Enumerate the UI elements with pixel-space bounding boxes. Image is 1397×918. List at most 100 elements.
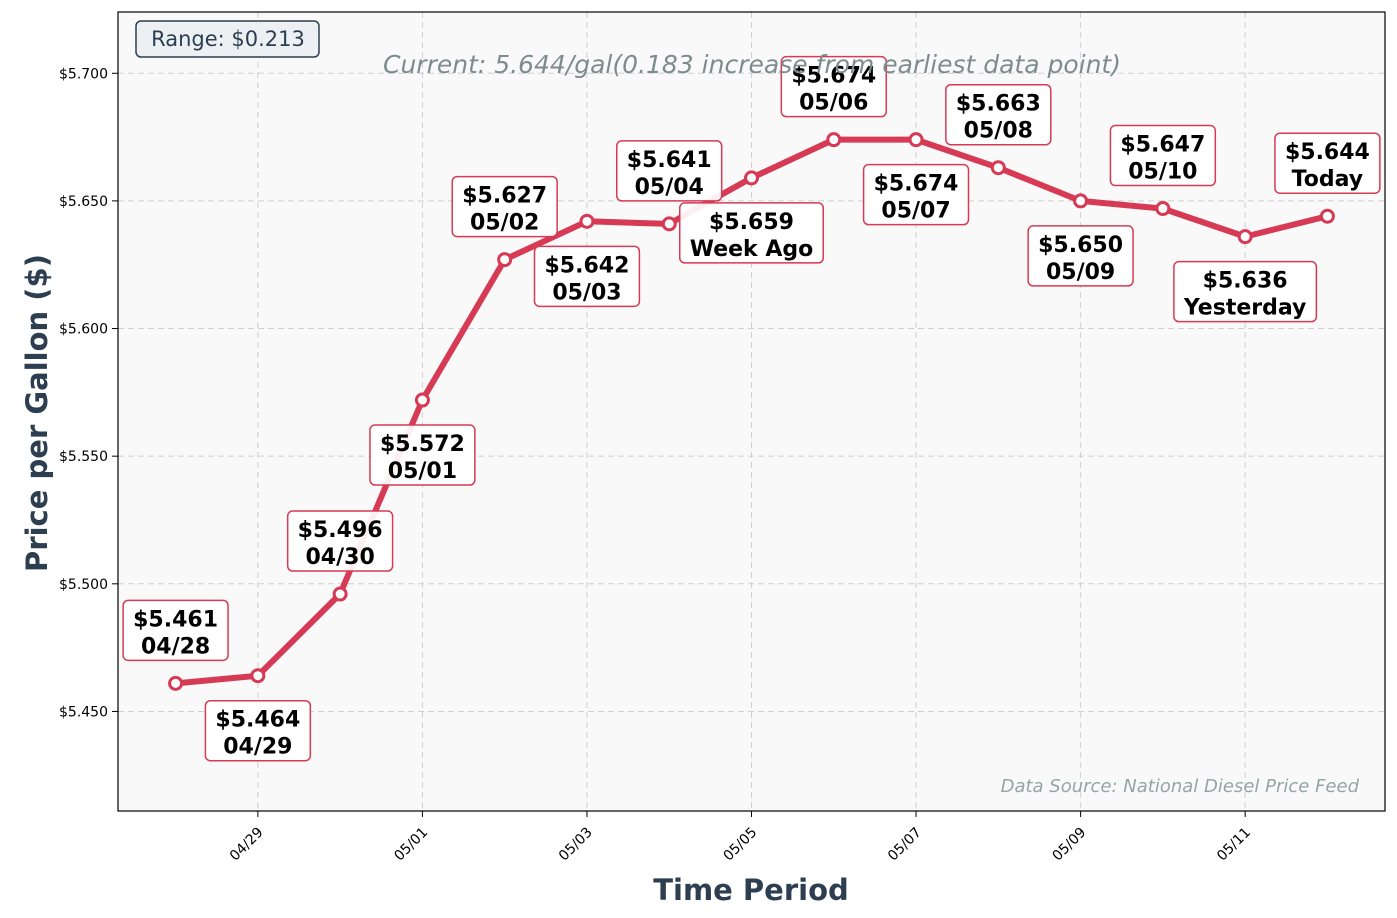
data-point <box>908 132 924 148</box>
point-label-price: $5.674 <box>791 64 876 89</box>
point-label-price: $5.496 <box>298 518 383 543</box>
point-label-tag: 05/09 <box>1046 260 1115 285</box>
point-label-price: $5.663 <box>956 92 1041 117</box>
data-point <box>661 216 677 232</box>
source-note: Data Source: National Diesel Price Feed <box>1001 776 1360 797</box>
x-tick-label: 05/03 <box>556 825 596 865</box>
data-point <box>1073 193 1089 209</box>
range-box: Range: $0.213 <box>135 20 320 58</box>
point-label-tag: 05/10 <box>1128 160 1197 185</box>
point-label-tag: Week Ago <box>690 237 814 262</box>
data-point <box>332 586 348 602</box>
point-label-price: $5.659 <box>709 210 794 235</box>
markers-layer <box>168 132 1335 691</box>
data-point <box>497 252 513 268</box>
y-tick-label: $5.450 <box>59 704 108 720</box>
point-label-price: $5.464 <box>215 708 300 733</box>
y-tick-label: $5.550 <box>59 449 108 465</box>
point-label-price: $5.641 <box>627 148 712 173</box>
chart-subtitle: Current: 5.644/gal(0.183 increase from e… <box>383 50 1121 79</box>
point-label-box <box>286 510 394 572</box>
x-tick-label: 05/07 <box>885 825 925 865</box>
point-label-tag: Yesterday <box>1183 296 1306 321</box>
x-tick-label: 04/29 <box>227 825 267 865</box>
point-label-price: $5.650 <box>1038 233 1123 258</box>
data-point <box>1319 208 1335 224</box>
point-label-box <box>616 140 723 202</box>
y-axis-ticks: $5.450 $5.500 $5.550 $5.600 $5.650 $5.700 <box>59 66 118 720</box>
point-label-box <box>1109 124 1217 187</box>
point-label-box <box>780 55 887 118</box>
data-point <box>826 132 842 148</box>
point-label-tag: 05/01 <box>388 459 457 484</box>
point-label-tag: 05/03 <box>552 280 621 305</box>
point-label-box <box>1173 260 1318 323</box>
point-label-tag: 04/30 <box>306 545 375 570</box>
point-label-box <box>122 599 229 662</box>
point-label-tag: 05/06 <box>799 91 868 116</box>
range-text: Range: $0.213 <box>151 27 305 51</box>
point-label-tag: 04/28 <box>141 634 210 659</box>
x-tick-label: 05/01 <box>391 825 431 865</box>
point-label-box <box>1274 132 1381 194</box>
point-label-price: $5.647 <box>1120 133 1205 158</box>
point-label-tag: 05/04 <box>635 175 704 200</box>
point-labels-layer: $5.46104/28$5.46404/29$5.49604/30$5.5720… <box>122 55 1381 762</box>
x-tick-label: 05/09 <box>1050 825 1090 865</box>
y-tick-label: $5.700 <box>59 66 108 82</box>
y-tick-label: $5.650 <box>59 194 108 210</box>
y-axis-label: Price per Gallon ($) <box>20 254 54 572</box>
point-label-price: $5.572 <box>380 432 465 457</box>
point-label-tag: 05/08 <box>964 119 1033 144</box>
point-label-tag: 04/29 <box>223 735 292 760</box>
point-label-tag: 05/07 <box>881 199 950 224</box>
gridlines <box>118 12 1385 811</box>
point-label-box <box>1027 225 1134 287</box>
point-label-box <box>451 175 558 238</box>
point-label-box <box>862 163 970 226</box>
point-label-box <box>533 245 641 308</box>
point-label-tag: Today <box>1292 167 1363 192</box>
point-label-price: $5.674 <box>874 172 959 197</box>
x-tick-label: 05/11 <box>1214 825 1254 865</box>
point-label-price: $5.636 <box>1203 269 1288 294</box>
data-point <box>250 668 266 684</box>
y-tick-label: $5.600 <box>59 322 108 338</box>
x-tick-label: 05/05 <box>720 825 760 865</box>
point-label-box <box>678 202 825 264</box>
data-point <box>1237 229 1253 245</box>
data-point <box>414 392 430 408</box>
point-label-price: $5.642 <box>545 253 630 278</box>
point-label-price: $5.627 <box>462 184 547 209</box>
data-point <box>744 170 759 186</box>
point-label-box <box>945 83 1052 146</box>
point-label-tag: 05/02 <box>470 211 539 236</box>
point-label-price: $5.644 <box>1285 140 1370 165</box>
y-tick-label: $5.500 <box>59 577 108 593</box>
x-axis-ticks: 04/29 05/01 05/03 05/05 05/07 05/09 05/11 <box>227 811 1254 864</box>
data-point <box>1155 201 1171 217</box>
data-point <box>168 675 184 691</box>
point-label-price: $5.461 <box>133 607 218 632</box>
point-label-box <box>369 424 476 486</box>
x-axis-label: Time Period <box>653 873 849 907</box>
point-label-box <box>204 699 312 762</box>
data-point <box>990 160 1006 176</box>
data-point <box>579 213 595 229</box>
